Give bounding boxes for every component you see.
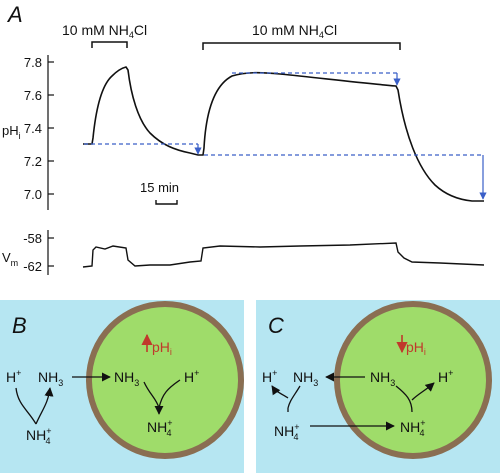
panel-c: C pHi H+ NH3 NH+ 4 NH3 H+ NH+ 4 <box>256 300 500 473</box>
pulse-2-label: 10 mM NH4Cl <box>252 22 337 40</box>
ph-axis: 7.8 7.6 7.4 7.2 7.0 pHi <box>2 55 54 210</box>
time-scale-label: 15 min <box>140 180 179 195</box>
ph-tick-label: 7.6 <box>24 88 42 103</box>
panel-a-label: A <box>6 2 23 27</box>
panel-c-ph-label: pHi <box>406 339 426 357</box>
panel-c-outside-nh3: NH3 <box>293 369 318 388</box>
ph-tick-label: 7.8 <box>24 55 42 70</box>
ph-trace <box>83 66 484 202</box>
panel-b-inside-h: H+ <box>184 368 199 385</box>
ph-tick-label: 7.4 <box>24 121 42 136</box>
panel-b-outside-reaction-arrow <box>15 388 50 425</box>
cell-c <box>334 301 492 459</box>
panel-b-inside-reaction-arrow <box>143 379 181 414</box>
panel-a: A 7.8 7.6 7.4 7.2 7.0 pHi -58 -62 Vm <box>2 2 487 275</box>
panel-c-outside-reaction-arrow <box>272 386 301 412</box>
panel-c-inside-nh3: NH3 <box>370 369 395 388</box>
panel-b-ph-label: pHi <box>152 339 172 357</box>
panel-c-label: C <box>268 313 284 338</box>
panel-b: B pHi H+ NH3 NH+ 4 NH3 H+ NH+ 4 <box>0 300 244 473</box>
pulse-1-bar: 10 mM NH4Cl <box>62 22 147 48</box>
ph-axis-label: pHi <box>2 123 21 141</box>
panel-c-inside-reaction-arrow <box>395 383 434 413</box>
vm-tick-label: -62 <box>23 259 42 274</box>
vm-tick-label: -58 <box>23 231 42 246</box>
pulse-1-label: 10 mM NH4Cl <box>62 22 147 40</box>
time-scale-bar: 15 min <box>140 180 179 205</box>
panel-c-outside-nh4: NH+ 4 <box>274 422 300 442</box>
panel-c-inside-nh4: NH+ 4 <box>400 418 426 438</box>
cell-b <box>86 301 244 459</box>
panel-b-outside-nh4: NH+ 4 <box>26 426 52 446</box>
pulse-2-bar: 10 mM NH4Cl <box>202 22 401 50</box>
vm-trace <box>82 242 485 268</box>
vm-axis: -58 -62 Vm <box>2 230 54 275</box>
vm-axis-label: Vm <box>2 250 18 268</box>
panel-b-outside-h: H+ <box>6 368 21 385</box>
panel-b-label: B <box>12 313 27 338</box>
ph-tick-label: 7.2 <box>24 154 42 169</box>
reference-dashed-lines <box>84 72 487 200</box>
panel-b-inside-nh3: NH3 <box>114 369 139 388</box>
ph-tick-label: 7.0 <box>24 187 42 202</box>
